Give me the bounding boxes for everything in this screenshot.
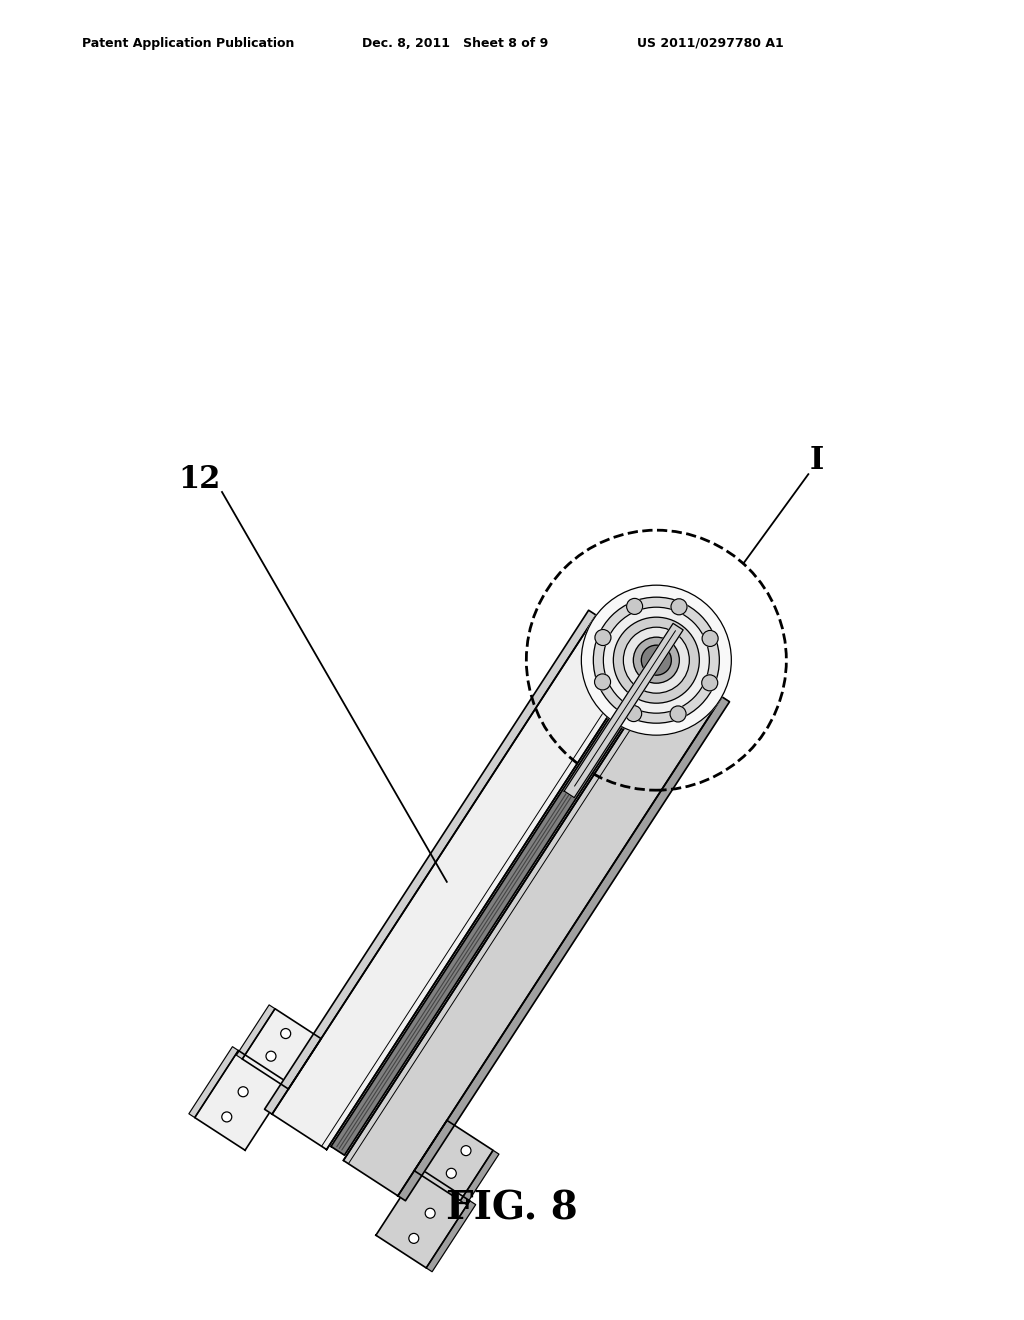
Text: FIG. 8: FIG. 8 [446,1189,578,1228]
Circle shape [239,1086,248,1097]
Polygon shape [272,615,650,1150]
Polygon shape [564,623,683,797]
Circle shape [702,631,718,647]
Circle shape [582,585,731,735]
Text: US 2011/0297780 A1: US 2011/0297780 A1 [637,37,783,50]
Text: 12: 12 [179,465,221,495]
Polygon shape [461,1150,499,1204]
Polygon shape [243,1008,322,1089]
Polygon shape [426,1201,476,1271]
Circle shape [670,706,686,722]
Circle shape [595,630,611,645]
Circle shape [624,627,689,693]
Circle shape [593,597,719,723]
Circle shape [613,618,699,704]
Text: Patent Application Publication: Patent Application Publication [82,37,294,50]
Circle shape [409,1233,419,1243]
Circle shape [595,675,610,690]
Circle shape [701,675,718,690]
Polygon shape [415,1121,493,1201]
Circle shape [671,599,687,615]
Circle shape [446,1168,457,1179]
Polygon shape [331,652,666,1155]
Polygon shape [376,1168,470,1269]
Circle shape [266,1051,276,1061]
Circle shape [425,1208,435,1218]
Polygon shape [237,1005,275,1059]
Circle shape [641,645,672,676]
Circle shape [603,607,710,713]
Polygon shape [188,1047,239,1118]
Text: Dec. 8, 2011   Sheet 8 of 9: Dec. 8, 2011 Sheet 8 of 9 [362,37,548,50]
Circle shape [633,638,679,684]
Text: I: I [809,445,823,475]
Circle shape [461,1146,471,1155]
Polygon shape [643,622,679,661]
Polygon shape [343,661,722,1196]
Circle shape [626,706,642,722]
Circle shape [222,1111,231,1122]
Circle shape [627,598,643,614]
Circle shape [281,1028,291,1039]
Polygon shape [398,697,729,1201]
Polygon shape [264,610,596,1114]
Polygon shape [195,1051,289,1150]
Polygon shape [654,628,689,669]
